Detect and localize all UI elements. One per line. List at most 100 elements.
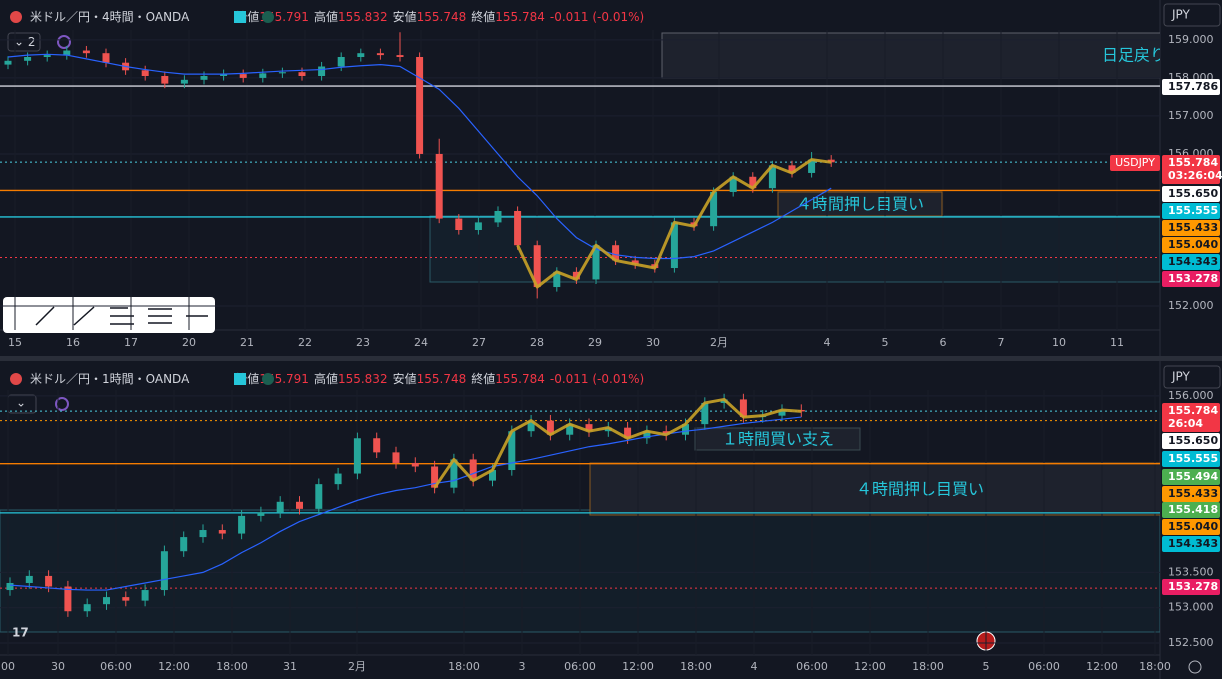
price-tag — [1162, 502, 1220, 518]
price-tag-label: 153.278 — [1168, 272, 1218, 285]
annotation: １時間買い支え — [722, 430, 834, 449]
ray-tool[interactable] — [73, 306, 95, 326]
channel-tool[interactable] — [148, 308, 172, 324]
price-tag-label: 155.040 — [1168, 520, 1218, 533]
price-tag-label: 154.343 — [1168, 255, 1218, 268]
candle-body — [489, 470, 496, 481]
candle-body — [396, 55, 404, 57]
candle-body — [218, 530, 226, 534]
price-tag-label: 155.650 — [1168, 187, 1218, 200]
x-tick-label: 21 — [240, 336, 254, 349]
price-tag — [1162, 237, 1220, 253]
candle-body — [25, 575, 33, 583]
legend: 米ドル／円・4時間・OANDA 始値155.791 高値155.832 安値155.7… — [30, 9, 644, 24]
settings-icon[interactable] — [1188, 660, 1202, 674]
sync-icon — [57, 35, 71, 49]
zone-box — [589, 462, 1160, 516]
candle-body — [318, 66, 326, 77]
candle-body — [276, 501, 284, 513]
x-tick-label: 12:00 — [1086, 660, 1118, 673]
value: 155.832 — [338, 10, 388, 24]
symbol: 米ドル／円・1時間・OANDA — [30, 372, 190, 386]
label: 終値 — [471, 9, 495, 24]
candle-body — [296, 501, 303, 509]
candle-body — [710, 191, 718, 227]
candle-body — [199, 530, 207, 538]
price-tag-label: 153.278 — [1168, 580, 1218, 593]
currency-select[interactable] — [1163, 3, 1221, 27]
price-tag-label: 155.555 — [1168, 204, 1218, 217]
label: 終値 — [471, 371, 495, 386]
fib-tool[interactable] — [110, 307, 134, 325]
candle-body — [353, 438, 361, 474]
candle-body — [257, 512, 265, 516]
x-tick-label: 12:00 — [158, 660, 190, 673]
pane — [0, 30, 1160, 330]
candle-body — [220, 74, 228, 77]
candle-body — [278, 72, 286, 74]
price-tag-label: 155.555 — [1168, 452, 1218, 465]
x-tick-label: 18:00 — [216, 660, 248, 673]
x-tick-label: 7 — [998, 336, 1005, 349]
candle-body — [411, 462, 419, 467]
candle-body — [585, 424, 593, 432]
currency-select[interactable] — [1163, 365, 1221, 389]
x-tick-label: 30 — [51, 660, 65, 673]
price-tag-label: 155.418 — [1168, 503, 1218, 516]
price-tag — [1162, 469, 1220, 485]
zone-box — [694, 427, 861, 451]
candle-body — [474, 222, 482, 230]
price-tag — [1162, 79, 1220, 95]
price-tag-label: 157.786 — [1168, 80, 1218, 93]
price-tag — [1162, 254, 1220, 270]
candle-body — [435, 153, 443, 219]
x-tick-label: 12:00 — [854, 660, 886, 673]
candle-body — [604, 427, 612, 432]
candle-body — [6, 582, 14, 591]
price-tag-label: 26:04 — [1168, 417, 1203, 430]
price-tag-label: 155.040 — [1168, 238, 1218, 251]
candle-body — [161, 76, 169, 84]
candle-body — [82, 50, 90, 54]
x-tick-label: 23 — [356, 336, 370, 349]
candle-body — [63, 50, 71, 56]
candle-body — [315, 484, 323, 509]
candle-body — [701, 402, 709, 425]
price-tag — [1162, 579, 1220, 595]
candle-body — [64, 586, 72, 612]
flag-icon — [10, 373, 22, 385]
annotation: 日足戻り — [1102, 46, 1166, 65]
price-tag — [1162, 433, 1220, 449]
x-tick-label: 24 — [414, 336, 428, 349]
x-tick-label: 06:00 — [564, 660, 596, 673]
x-tick-label: 18:00 — [448, 660, 480, 673]
badge: ⌄ 2 — [14, 35, 36, 49]
candle-body — [592, 245, 600, 280]
candle-body — [4, 60, 12, 65]
annotation: ４時間押し目買い — [856, 480, 984, 499]
candle-body — [392, 452, 400, 463]
x-tick-label: 4 — [751, 660, 758, 673]
trend-tool[interactable] — [35, 306, 55, 326]
legend: 米ドル／円・1時間・OANDA 始値155.791 高値155.832 安値155.7… — [30, 371, 644, 386]
price-tag — [1162, 203, 1220, 219]
pane — [0, 390, 1160, 655]
candle-body — [43, 55, 51, 57]
label: 高値 — [314, 9, 338, 24]
x-tick-label: 18:00 — [680, 660, 712, 673]
candle-body — [455, 218, 463, 230]
candle-body — [102, 53, 110, 63]
candle-body — [514, 210, 522, 246]
y-tick-label: 152.000 — [1168, 299, 1214, 312]
collapse-button[interactable] — [7, 32, 41, 52]
y-tick-label: 156.000 — [1168, 389, 1214, 402]
candle-body — [376, 53, 384, 56]
candle-body — [808, 159, 816, 173]
zigzag-drawing — [433, 397, 802, 489]
x-tick-label: 06:00 — [100, 660, 132, 673]
header: 米ドル／円・4時間・OANDA 始値155.791 高値155.832 安値155.7… — [7, 9, 644, 414]
candle-body — [180, 79, 188, 84]
price-tag — [1162, 416, 1220, 432]
y-tick-label: 159.000 — [1168, 33, 1214, 46]
